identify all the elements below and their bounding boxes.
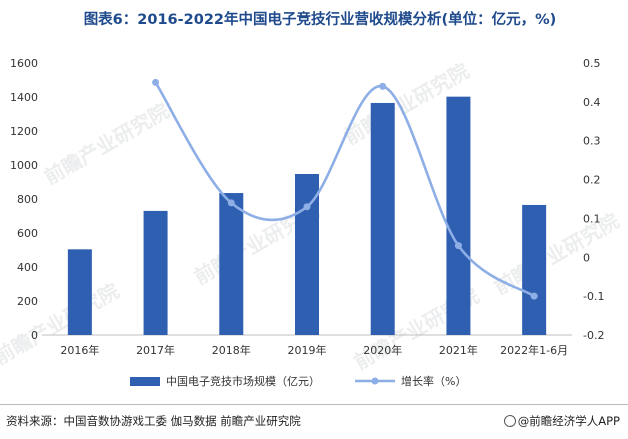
growth-point-3 — [379, 82, 387, 90]
left-tick-label: 800 — [17, 193, 38, 206]
legend-bar-label: 中国电子竞技市场规模（亿元） — [166, 374, 320, 388]
bar-1 — [143, 210, 168, 335]
source-note: 资料来源：中国音数协游戏工委 伽马数据 前瞻产业研究院 — [6, 414, 301, 428]
legend-line-marker — [371, 377, 379, 385]
x-tick-label: 2022年1-6月 — [500, 343, 568, 357]
left-tick-label: 1400 — [10, 91, 38, 104]
right-tick-label: 0 — [583, 251, 590, 264]
left-tick-label: 600 — [17, 227, 38, 240]
right-tick-label: 0.3 — [583, 135, 601, 148]
bar-3 — [295, 174, 319, 335]
legend-bar-swatch — [130, 377, 160, 386]
x-tick-label: 2018年 — [212, 343, 251, 357]
x-tick-label: 2017年 — [136, 343, 175, 357]
bar-series — [67, 96, 547, 335]
growth-rate-points — [152, 78, 538, 300]
publisher-text: @前瞻经济学人APP — [517, 414, 620, 428]
watermark-text: 前瞻产业研究院 — [40, 99, 173, 190]
bar-6 — [522, 204, 547, 335]
right-tick-label: 0.2 — [583, 174, 601, 187]
right-tick-label: 0.5 — [583, 57, 601, 70]
growth-point-1 — [227, 199, 235, 207]
bar-2 — [219, 193, 244, 335]
chart-title: 图表6：2016-2022年中国电子竞技行业营收规模分析(单位：亿元，%) — [83, 12, 557, 28]
publisher-credit: @前瞻经济学人APP — [503, 413, 620, 429]
growth-point-5 — [530, 292, 538, 300]
growth-point-2 — [303, 203, 311, 211]
growth-point-4 — [454, 242, 462, 250]
x-tick-label: 2020年 — [363, 343, 402, 357]
right-axis-ticks: -0.2 -0.1 0 0.1 0.2 0.3 0.4 0.5 — [583, 57, 604, 342]
right-tick-label: -0.2 — [583, 329, 604, 342]
left-tick-label: 1200 — [10, 125, 38, 138]
left-tick-label: 400 — [17, 261, 38, 274]
bar-5 — [446, 96, 471, 335]
x-tick-label: 2019年 — [288, 343, 327, 357]
legend: 中国电子竞技市场规模（亿元） 增长率（%） — [130, 374, 466, 388]
footer: 资料来源：中国音数协游戏工委 伽马数据 前瞻产业研究院 @前瞻经济学人APP — [0, 404, 628, 439]
left-tick-label: 1000 — [10, 159, 38, 172]
right-tick-label: -0.1 — [583, 290, 604, 303]
left-axis-ticks: 0 200 400 600 800 1000 1200 1400 1600 — [10, 57, 38, 342]
x-tick-label: 2016年 — [60, 343, 99, 357]
bar-4 — [370, 102, 395, 335]
bar-0 — [67, 249, 92, 335]
right-tick-label: 0.1 — [583, 212, 601, 225]
right-tick-label: 0.4 — [583, 96, 601, 109]
x-tick-label: 2021年 — [439, 343, 478, 357]
growth-point-0 — [152, 78, 160, 86]
left-tick-label: 1600 — [10, 57, 38, 70]
left-tick-label: 200 — [17, 295, 38, 308]
left-tick-label: 0 — [31, 329, 38, 342]
x-axis-labels: 2016年 2017年 2018年 2019年 2020年 2021年 2022年1-6月 — [60, 343, 568, 357]
publisher-logo-icon — [503, 415, 516, 427]
legend-line-label: 增长率（%） — [401, 374, 466, 388]
